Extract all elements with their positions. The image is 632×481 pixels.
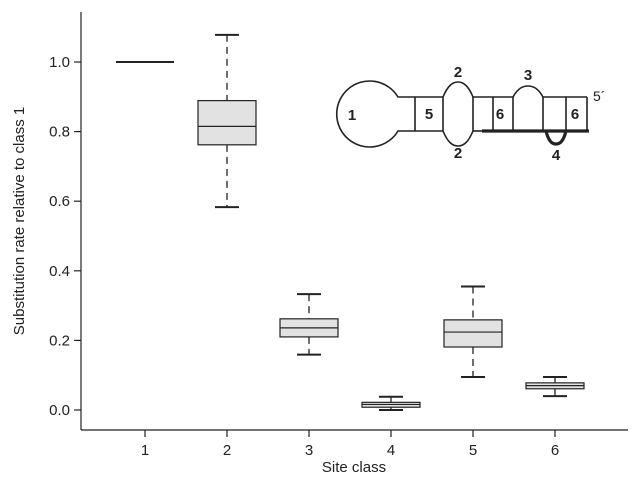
box-iqr — [443, 319, 503, 348]
helix-5-label: 5 — [425, 106, 433, 123]
bulge-2-bottom-shape — [442, 130, 474, 147]
y-tick-label: 1.0 — [49, 54, 70, 71]
box-class-5 — [443, 285, 503, 378]
helix-6-right-label: 6 — [571, 106, 579, 123]
y-tick-label: 0.8 — [49, 124, 70, 141]
x-axis-ticks: 1 2 3 4 5 6 — [141, 430, 559, 459]
x-tick-label: 6 — [551, 442, 559, 459]
box-class-3 — [279, 293, 339, 356]
bulge-top-3-label: 3 — [524, 67, 532, 84]
rna-inset-labels: 1 2 2 3 4 5 6 6 — [348, 64, 579, 164]
x-tick-label: 4 — [387, 442, 395, 459]
y-axis-title: Substitution rate relative to class 1 — [11, 107, 28, 335]
loop-label: 1 — [348, 107, 356, 124]
bulge-4-bottom-shape — [544, 130, 568, 146]
x-tick-label: 2 — [223, 442, 231, 459]
box-class-4 — [361, 395, 421, 411]
box-class-6 — [525, 375, 585, 398]
y-axis-ticks: 0.0 0.2 0.4 0.6 0.8 1.0 — [49, 54, 81, 419]
y-tick-label: 0.4 — [49, 263, 70, 280]
five-prime-label: 5´ — [593, 88, 605, 104]
bulge-top-2-label: 2 — [454, 64, 462, 81]
box-class-2 — [197, 33, 257, 209]
box-iqr — [197, 100, 257, 146]
bulge-3-top-shape — [512, 85, 544, 98]
x-tick-label: 3 — [305, 442, 313, 459]
y-tick-label: 0.6 — [49, 193, 70, 210]
bulge-bottom-4-label: 4 — [552, 147, 561, 164]
y-tick-label: 0.2 — [49, 332, 70, 349]
bulge-bottom-2-label: 2 — [454, 145, 462, 162]
x-tick-label: 5 — [469, 442, 477, 459]
y-tick-label: 0.0 — [49, 402, 70, 419]
bulge-2-top-shape — [442, 81, 474, 98]
rna-structure-inset — [335, 80, 589, 148]
x-tick-label: 1 — [141, 442, 149, 459]
helix-6-left-label: 6 — [496, 106, 504, 123]
hairpin-loop-shape — [335, 80, 415, 148]
box-series — [116, 33, 585, 411]
x-axis-title: Site class — [322, 459, 386, 476]
